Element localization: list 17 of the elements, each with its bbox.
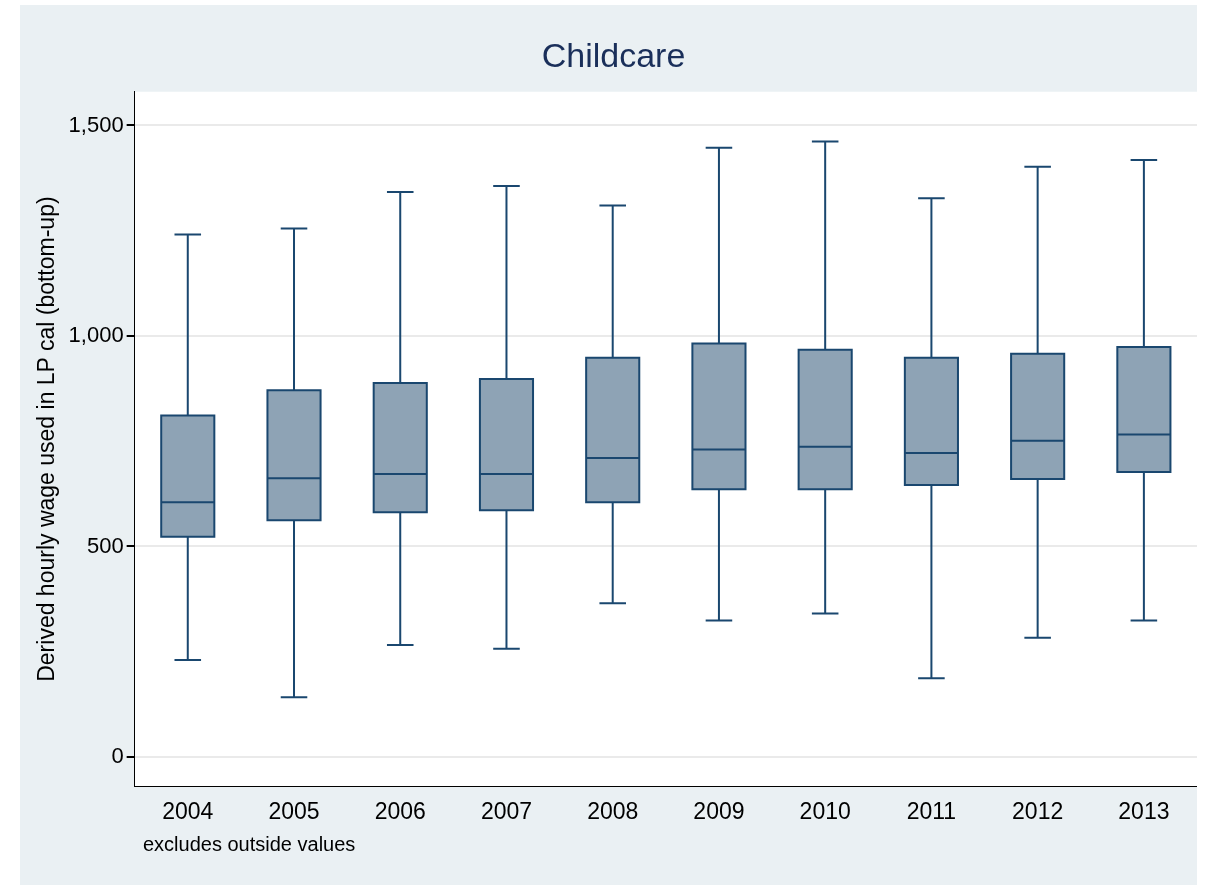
y-tick-label: 1,500 xyxy=(68,111,124,137)
y-tick-label: 500 xyxy=(86,532,124,558)
x-tick-label: 2012 xyxy=(1012,797,1064,824)
x-tick-label: 2011 xyxy=(906,797,957,824)
y-axis-title: Derived hourly wage used in LP cal (bottom-up) xyxy=(33,196,60,682)
x-tick-label: 2008 xyxy=(587,797,639,824)
x-tick-label: 2005 xyxy=(268,797,320,824)
x-tick-label: 2004 xyxy=(162,797,214,824)
x-tick-label: 2013 xyxy=(1118,797,1170,824)
y-tick-label: 1,000 xyxy=(68,322,124,348)
x-tick-label: 2009 xyxy=(693,797,745,824)
y-tick-label: 0 xyxy=(111,742,124,768)
x-tick-label: 2006 xyxy=(374,797,426,824)
chart-title: Childcare xyxy=(541,35,686,74)
x-tick-label: 2007 xyxy=(480,797,533,824)
x-tick-label: 2010 xyxy=(799,797,851,824)
text: excludes outside values xyxy=(143,833,356,856)
